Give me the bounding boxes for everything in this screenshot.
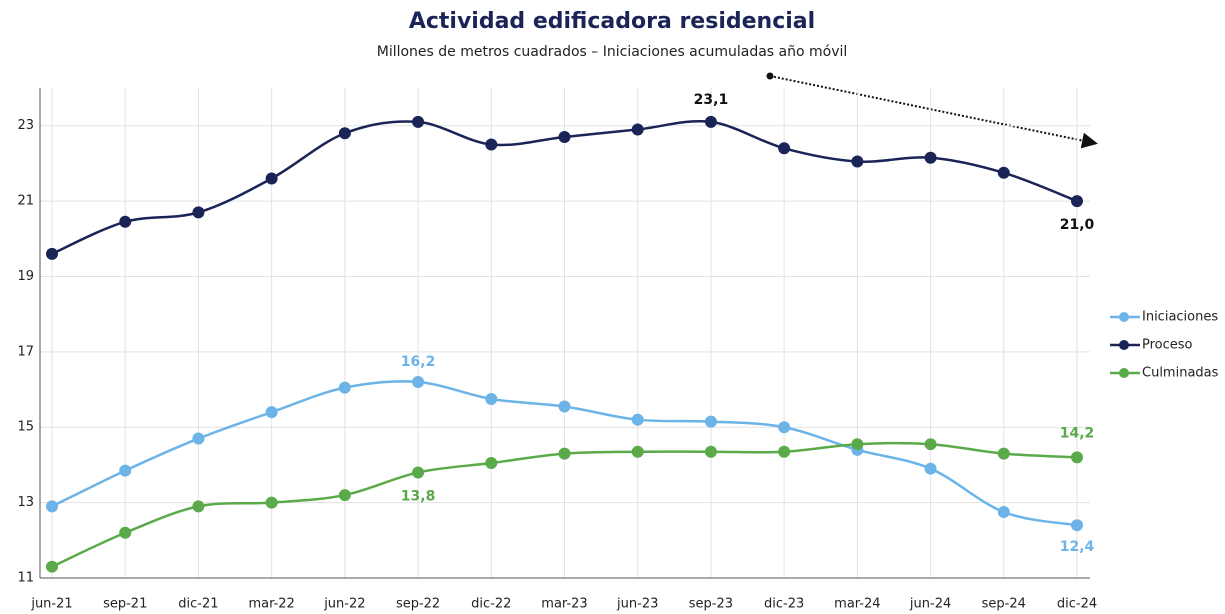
data-point (997, 166, 1010, 179)
data-point (265, 406, 278, 419)
data-point (338, 381, 351, 394)
x-tick-label: dic-21 (178, 597, 218, 612)
data-point (778, 421, 791, 434)
x-tick-label: mar-23 (541, 597, 587, 612)
data-label: 16,2 (401, 354, 436, 370)
data-point (924, 462, 937, 475)
chart-subtitle: Millones de metros cuadrados – Iniciacio… (377, 44, 848, 60)
data-point (338, 489, 351, 502)
y-tick-label: 19 (17, 269, 34, 284)
data-point (631, 413, 644, 426)
x-tick-label: sep-23 (689, 597, 733, 612)
data-point (485, 138, 498, 151)
x-tick-label: mar-24 (834, 597, 880, 612)
data-point (265, 496, 278, 509)
legend-label: Iniciaciones (1142, 310, 1218, 325)
legend-marker (1119, 312, 1129, 322)
data-point (704, 115, 717, 128)
x-tick-label: jun-24 (909, 597, 951, 612)
data-label: 13,8 (401, 488, 436, 504)
chart-title: Actividad edificadora residencial (409, 9, 815, 34)
data-point (704, 415, 717, 428)
data-point (558, 447, 571, 460)
data-point (119, 526, 132, 539)
x-tick-label: dic-23 (764, 597, 804, 612)
legend-marker (1119, 340, 1129, 350)
data-point (485, 392, 498, 405)
data-point (631, 445, 644, 458)
data-point (851, 155, 864, 168)
data-point (558, 400, 571, 413)
data-point (1071, 451, 1083, 464)
data-point (778, 445, 791, 458)
y-tick-label: 15 (17, 420, 34, 435)
data-point (338, 127, 351, 140)
data-point (997, 447, 1010, 460)
y-tick-label: 23 (17, 118, 34, 133)
data-point (192, 432, 205, 445)
x-tick-label: jun-21 (30, 597, 72, 612)
data-point (704, 445, 717, 458)
data-point (265, 172, 278, 185)
x-tick-label: sep-21 (103, 597, 147, 612)
x-tick-label: dic-22 (471, 597, 511, 612)
x-tick-label: jun-23 (616, 597, 658, 612)
data-point (412, 115, 425, 128)
data-point (485, 457, 498, 470)
y-tick-label: 11 (17, 571, 34, 586)
data-point (1071, 519, 1083, 532)
y-tick-label: 21 (17, 194, 34, 209)
data-point (192, 206, 205, 219)
data-point (46, 560, 58, 573)
data-label: 21,0 (1060, 217, 1095, 233)
data-label: 12,4 (1060, 539, 1095, 555)
x-tick-label: sep-24 (982, 597, 1026, 612)
data-point (46, 247, 58, 260)
legend-label: Proceso (1142, 338, 1193, 353)
y-tick-label: 17 (17, 344, 34, 359)
data-point (631, 123, 644, 136)
data-point (924, 151, 937, 164)
trend-arrow (769, 75, 1098, 149)
data-point (412, 376, 425, 388)
data-point (778, 142, 791, 155)
x-tick-label: sep-22 (396, 597, 440, 612)
legend-label: Culminadas (1142, 366, 1219, 381)
data-point (924, 438, 937, 451)
data-point (997, 506, 1010, 519)
x-tick-label: mar-22 (248, 597, 294, 612)
data-label: 14,2 (1060, 425, 1095, 441)
data-point (192, 500, 205, 513)
data-point (851, 438, 864, 451)
data-point (1071, 195, 1083, 208)
data-point (412, 466, 425, 479)
data-point (46, 500, 58, 513)
x-tick-label: dic-24 (1057, 597, 1097, 612)
data-point (119, 215, 132, 228)
legend-marker (1119, 368, 1129, 378)
data-point (119, 464, 132, 477)
x-tick-label: jun-22 (323, 597, 365, 612)
data-point (558, 131, 571, 143)
data-label: 23,1 (694, 92, 729, 108)
y-tick-label: 13 (17, 495, 34, 510)
